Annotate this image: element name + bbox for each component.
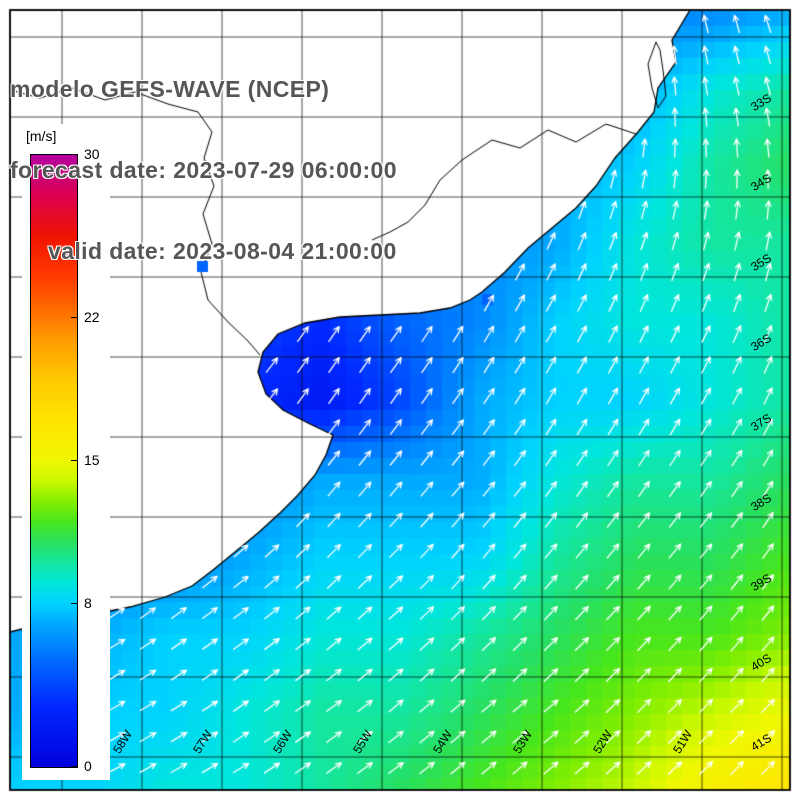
colorbar: [m/s] 30 22 15 8 0	[22, 124, 110, 780]
colorbar-tick-label: 22	[84, 309, 100, 326]
colorbar-tick-mark	[71, 460, 77, 461]
title-block: modelo GEFS-WAVE (NCEP) forecast date: 2…	[10, 22, 397, 319]
valid-date: valid date: 2023-08-04 21:00:00	[48, 238, 397, 264]
colorbar-tick-label: 30	[84, 146, 100, 162]
forecast-date: forecast date: 2023-07-29 06:00:00	[10, 157, 397, 183]
colorbar-tick-mark	[71, 154, 77, 155]
colorbar-tick-label: 0	[84, 758, 92, 774]
colorbar-tick-mark	[71, 766, 77, 767]
colorbar-gradient	[30, 154, 78, 768]
colorbar-tick-label: 8	[84, 594, 92, 611]
model-title: modelo GEFS-WAVE (NCEP)	[10, 76, 330, 102]
colorbar-tick-label: 15	[84, 452, 100, 468]
colorbar-unit-label: [m/s]	[26, 128, 57, 144]
colorbar-tick-mark	[71, 317, 77, 319]
colorbar-tick-mark	[71, 602, 77, 604]
